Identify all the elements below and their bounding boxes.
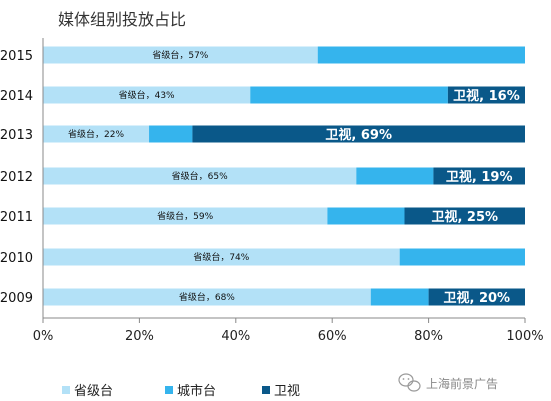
- bar-2012-series-1: [356, 167, 434, 185]
- bar-2014-series-0: [43, 86, 251, 104]
- legend-label-2: 卫视: [274, 384, 300, 399]
- bar-2011-series-0: [43, 207, 328, 225]
- bar-2012-series-0: [43, 167, 357, 185]
- data-label-2012-series-0: 省级台，65%: [172, 170, 228, 182]
- bar-2009-series-0: [43, 288, 371, 306]
- legend-swatch-1: [165, 386, 173, 394]
- bar-2014-series-1: [250, 86, 448, 104]
- watermark: 上海前景广告: [398, 373, 498, 392]
- category-label-2011: 2011: [0, 210, 33, 225]
- category-label-2009: 2009: [0, 291, 33, 306]
- category-label-2010: 2010: [0, 251, 33, 266]
- data-label-2009-series-2: 卫视, 20%: [444, 290, 511, 306]
- wechat-icon: [398, 373, 421, 392]
- bar-2010-series-1: [399, 248, 525, 266]
- chart-title: 媒体组别投放占比: [58, 10, 186, 29]
- bar-2013-series-0: [43, 125, 150, 143]
- watermark-text: 上海前景广告: [426, 376, 498, 391]
- data-label-2010-series-0: 省级台，74%: [193, 251, 249, 263]
- bar-2012-series-2: [433, 167, 525, 185]
- bar-2010-series-0: [43, 248, 400, 266]
- category-label-2013: 2013: [0, 128, 33, 143]
- x-tick-label-1: 20%: [125, 329, 154, 344]
- data-label-2014-series-0: 省级台，43%: [119, 89, 175, 101]
- legend-label-0: 省级台: [74, 384, 113, 399]
- data-label-2013-series-0: 省级台，22%: [68, 128, 124, 140]
- legend-swatch-0: [62, 386, 70, 394]
- legend-swatch-2: [262, 386, 270, 394]
- category-label-2014: 2014: [0, 89, 33, 104]
- data-label-2014-series-2: 卫视, 16%: [453, 88, 520, 104]
- bar-2009-series-2: [428, 288, 525, 306]
- category-label-2012: 2012: [0, 170, 33, 185]
- category-label-2015: 2015: [0, 49, 33, 64]
- legend: 省级台 城市台 卫视: [62, 383, 300, 399]
- bar-2014-series-2: [447, 86, 525, 104]
- x-tick-label-4: 80%: [414, 329, 443, 344]
- bar-2011-series-1: [327, 207, 405, 225]
- data-label-2011-series-0: 省级台，59%: [157, 210, 213, 222]
- bar-2015-series-0: [43, 46, 318, 64]
- bar-2009-series-1: [370, 288, 429, 306]
- bar-2011-series-2: [404, 207, 525, 225]
- x-tick-label-3: 60%: [318, 329, 347, 344]
- bars-group: 2015 省级台，57% 2014 省级台，43% 卫视, 16% 2013 省级台，22%…: [0, 46, 526, 306]
- x-tick-label-0: 0%: [33, 329, 54, 344]
- bar-2013-series-2: [192, 125, 526, 143]
- data-label-2013-series-2: 卫视, 69%: [325, 127, 392, 143]
- data-label-2015-series-0: 省级台，57%: [152, 49, 208, 61]
- data-label-2012-series-2: 卫视, 19%: [446, 169, 513, 185]
- x-tick-label-2: 40%: [221, 329, 250, 344]
- data-label-2009-series-0: 省级台，68%: [179, 291, 235, 303]
- x-axis: 0% 20% 40% 60% 80% 100%: [33, 38, 544, 344]
- data-label-2011-series-2: 卫视, 25%: [431, 209, 498, 225]
- x-tick-label-5: 100%: [506, 329, 543, 344]
- bar-2015-series-1: [317, 46, 525, 64]
- legend-label-1: 城市台: [177, 383, 216, 399]
- bar-2013-series-1: [149, 125, 193, 143]
